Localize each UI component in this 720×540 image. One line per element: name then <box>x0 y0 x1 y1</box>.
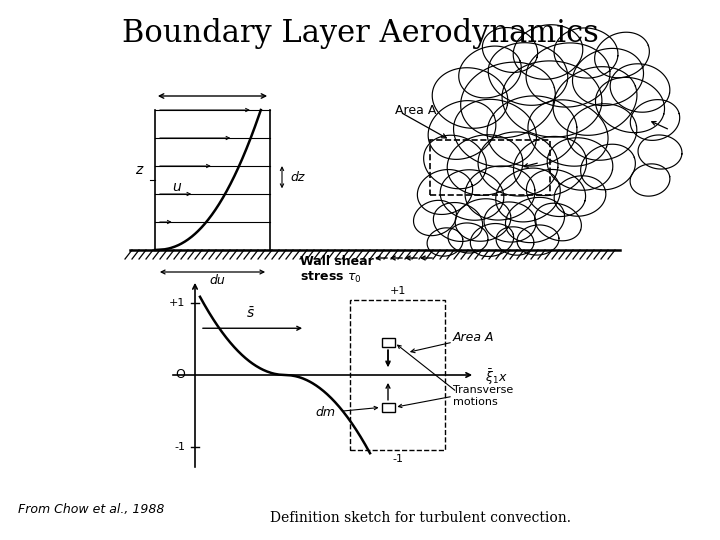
Text: du: du <box>210 274 225 287</box>
Text: $\bar{s}$: $\bar{s}$ <box>246 306 254 321</box>
Text: From Chow et al., 1988: From Chow et al., 1988 <box>18 503 164 516</box>
Text: Transverse
motions: Transverse motions <box>453 386 513 407</box>
Text: dz: dz <box>290 171 305 184</box>
Text: $\bar{\xi}_1 x$: $\bar{\xi}_1 x$ <box>485 367 508 387</box>
Bar <box>382 338 395 347</box>
Text: -1: -1 <box>174 442 185 453</box>
Text: dm: dm <box>315 406 335 419</box>
Bar <box>382 403 395 412</box>
Text: Boundary Layer Aerodynamics: Boundary Layer Aerodynamics <box>122 18 598 49</box>
Text: Area A: Area A <box>453 331 495 344</box>
Text: Definition sketch for turbulent convection.: Definition sketch for turbulent convecti… <box>269 511 570 525</box>
Text: +1: +1 <box>168 298 185 308</box>
Text: z: z <box>135 163 143 177</box>
Text: -1: -1 <box>392 454 403 464</box>
Text: u: u <box>173 180 181 194</box>
Text: Wall shear
stress $\tau_0$: Wall shear stress $\tau_0$ <box>300 255 374 285</box>
Text: +1: +1 <box>390 286 405 296</box>
Text: Area A: Area A <box>395 104 436 117</box>
Text: O: O <box>175 368 185 381</box>
